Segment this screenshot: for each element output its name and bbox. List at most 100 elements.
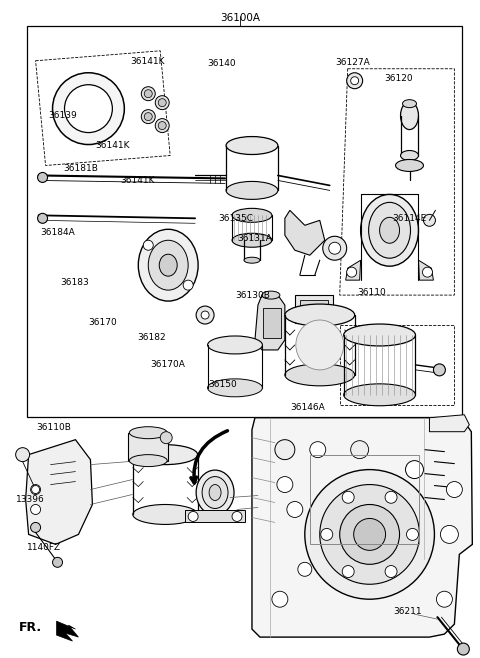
- Ellipse shape: [148, 240, 188, 290]
- Ellipse shape: [209, 484, 221, 501]
- Circle shape: [433, 364, 445, 376]
- Ellipse shape: [159, 254, 177, 276]
- Ellipse shape: [400, 151, 419, 161]
- Text: 36150: 36150: [208, 380, 237, 390]
- Ellipse shape: [196, 470, 234, 515]
- Ellipse shape: [129, 427, 167, 439]
- Text: 36141K: 36141K: [120, 176, 155, 185]
- Ellipse shape: [360, 194, 419, 266]
- Ellipse shape: [344, 384, 416, 406]
- Circle shape: [52, 557, 62, 567]
- Circle shape: [406, 461, 423, 478]
- Circle shape: [155, 95, 169, 110]
- Text: 36211: 36211: [394, 607, 422, 616]
- Circle shape: [16, 447, 30, 462]
- Circle shape: [351, 441, 369, 459]
- Circle shape: [158, 99, 166, 107]
- Circle shape: [183, 280, 193, 290]
- Ellipse shape: [133, 445, 198, 465]
- Ellipse shape: [244, 257, 260, 263]
- Circle shape: [441, 526, 458, 544]
- Ellipse shape: [129, 455, 167, 467]
- Text: 36110B: 36110B: [36, 423, 72, 432]
- Text: 36135C: 36135C: [218, 214, 253, 223]
- Ellipse shape: [296, 320, 344, 370]
- Text: 36127A: 36127A: [336, 59, 371, 67]
- Polygon shape: [252, 418, 472, 637]
- Ellipse shape: [396, 159, 423, 172]
- Circle shape: [275, 440, 295, 460]
- Circle shape: [310, 442, 326, 457]
- Ellipse shape: [232, 209, 272, 222]
- Text: 36139: 36139: [48, 111, 77, 120]
- Ellipse shape: [285, 364, 355, 386]
- Text: 13396: 13396: [16, 495, 45, 504]
- Circle shape: [347, 267, 357, 277]
- Circle shape: [323, 236, 347, 260]
- Text: 36130B: 36130B: [235, 291, 270, 299]
- Polygon shape: [285, 211, 325, 255]
- Text: 36182: 36182: [137, 334, 166, 342]
- Bar: [295, 295, 333, 323]
- Circle shape: [298, 563, 312, 576]
- Circle shape: [446, 482, 462, 497]
- Bar: [26, 26, 462, 417]
- Circle shape: [64, 85, 112, 132]
- Circle shape: [196, 306, 214, 324]
- Text: 36181B: 36181B: [63, 164, 98, 173]
- Ellipse shape: [226, 182, 278, 199]
- Circle shape: [155, 118, 169, 132]
- Circle shape: [436, 592, 452, 607]
- Polygon shape: [430, 415, 469, 432]
- Circle shape: [31, 505, 41, 515]
- Text: FR.: FR.: [19, 620, 42, 634]
- Ellipse shape: [232, 234, 272, 247]
- Ellipse shape: [133, 505, 198, 524]
- Circle shape: [272, 592, 288, 607]
- Polygon shape: [255, 295, 285, 350]
- Circle shape: [305, 470, 434, 599]
- Text: 36146A: 36146A: [290, 403, 324, 413]
- Text: 36183: 36183: [60, 278, 89, 287]
- Circle shape: [160, 432, 172, 443]
- Ellipse shape: [403, 99, 417, 108]
- Text: 36120: 36120: [384, 74, 413, 83]
- Circle shape: [407, 528, 419, 540]
- Circle shape: [201, 311, 209, 319]
- Ellipse shape: [207, 336, 263, 354]
- Ellipse shape: [202, 476, 228, 509]
- Ellipse shape: [262, 291, 280, 299]
- Circle shape: [347, 73, 363, 89]
- Text: 36100A: 36100A: [220, 13, 260, 23]
- Text: 36141K: 36141K: [130, 57, 165, 66]
- Text: 36141K: 36141K: [96, 141, 130, 150]
- Circle shape: [422, 267, 432, 277]
- Text: 36184A: 36184A: [41, 228, 75, 237]
- Circle shape: [141, 87, 155, 101]
- Circle shape: [342, 492, 354, 503]
- Circle shape: [32, 486, 39, 494]
- Circle shape: [329, 242, 341, 254]
- Circle shape: [354, 519, 385, 550]
- Circle shape: [158, 122, 166, 130]
- Circle shape: [385, 492, 397, 503]
- Bar: [263, 308, 281, 338]
- Circle shape: [342, 566, 354, 578]
- Circle shape: [37, 213, 48, 223]
- Ellipse shape: [226, 137, 278, 155]
- Polygon shape: [25, 440, 93, 544]
- Bar: [128, 433, 168, 461]
- Text: 1140FZ: 1140FZ: [26, 543, 61, 552]
- Ellipse shape: [344, 324, 416, 346]
- Bar: [300, 300, 328, 318]
- Ellipse shape: [138, 229, 198, 301]
- Text: 36114E: 36114E: [393, 214, 427, 223]
- Ellipse shape: [369, 203, 410, 258]
- Circle shape: [351, 77, 359, 85]
- Polygon shape: [346, 260, 360, 280]
- Circle shape: [232, 511, 242, 521]
- Text: 36110: 36110: [358, 288, 386, 297]
- Text: 36131A: 36131A: [237, 234, 272, 243]
- Circle shape: [37, 172, 48, 182]
- Circle shape: [287, 501, 303, 517]
